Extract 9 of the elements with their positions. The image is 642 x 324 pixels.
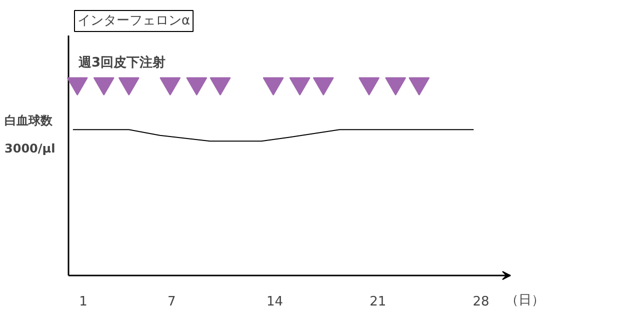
x-tick-label: 14 (266, 294, 284, 310)
series-label: 白血球数 3000/μl (4, 114, 56, 156)
x-tick-label: 7 (168, 294, 176, 310)
x-tick-label: 1 (79, 294, 88, 310)
text: 週3回皮下注射 (78, 54, 166, 70)
x-tick-label: 21 (370, 294, 386, 310)
x-tick-label: 28 (472, 294, 490, 310)
chart-title: インターフェロンα (78, 14, 190, 28)
x-axis-title: （日） (506, 293, 544, 308)
